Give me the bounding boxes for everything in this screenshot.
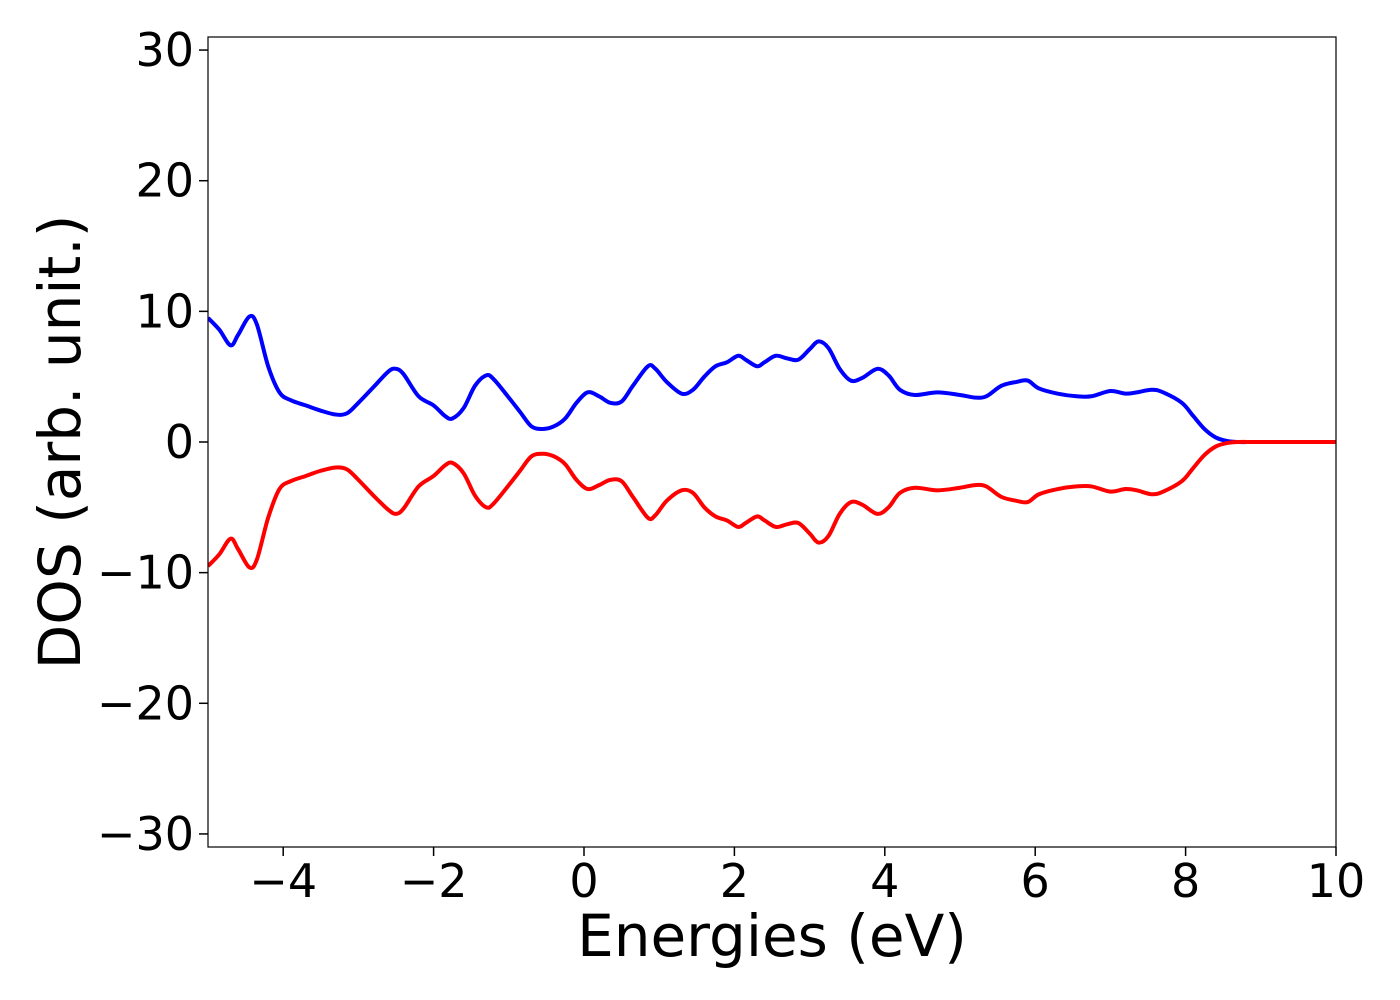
x-axis-label: Energies (eV) bbox=[577, 902, 967, 970]
y-axis-label: DOS (arb. unit.) bbox=[26, 215, 94, 670]
y-axis-ticks: −30 −20 −10 0 10 20 30 bbox=[97, 23, 208, 861]
x-axis-ticks: −4 −2 0 2 4 6 8 10 bbox=[249, 847, 1365, 908]
x-tick-label: 2 bbox=[720, 854, 749, 908]
x-tick-label: 0 bbox=[569, 854, 598, 908]
x-tick-label: 4 bbox=[870, 854, 899, 908]
x-tick-label: −4 bbox=[249, 854, 317, 908]
y-tick-label: 20 bbox=[135, 154, 194, 208]
y-tick-label: 10 bbox=[135, 284, 194, 338]
y-tick-label: −20 bbox=[97, 676, 194, 730]
x-tick-label: −2 bbox=[400, 854, 468, 908]
x-tick-label: 8 bbox=[1171, 854, 1200, 908]
y-tick-label: −30 bbox=[97, 807, 194, 861]
y-tick-label: −10 bbox=[97, 546, 194, 600]
series-line-spin-up bbox=[208, 313, 1336, 445]
series-layer bbox=[208, 313, 1336, 571]
x-tick-label: 10 bbox=[1307, 854, 1366, 908]
y-tick-label: 0 bbox=[165, 415, 194, 469]
y-tick-label: 30 bbox=[135, 23, 194, 77]
series-line-spin-down bbox=[208, 439, 1336, 571]
x-tick-label: 6 bbox=[1021, 854, 1050, 908]
